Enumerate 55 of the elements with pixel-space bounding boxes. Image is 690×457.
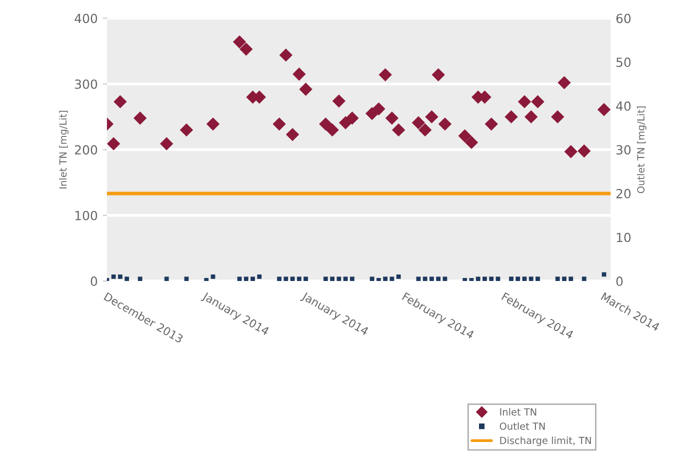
point	[180, 123, 194, 137]
point	[464, 136, 478, 150]
point	[272, 117, 286, 131]
point	[597, 103, 611, 116]
point	[412, 116, 426, 130]
point	[106, 137, 120, 150]
y-axis-title: Inlet TN [mg/Lit]	[59, 110, 69, 188]
point	[385, 112, 399, 125]
point	[240, 42, 253, 56]
point	[319, 117, 332, 131]
y2-tick-label: 10	[616, 232, 631, 242]
y-tick-label: 200	[74, 145, 98, 155]
point	[438, 117, 452, 131]
point	[292, 68, 306, 81]
point	[484, 117, 498, 131]
y2-tick-label: 50	[616, 58, 631, 68]
point	[531, 95, 544, 108]
point	[134, 112, 147, 125]
point	[564, 145, 578, 158]
point	[392, 123, 406, 137]
point	[558, 76, 571, 90]
point	[279, 48, 292, 62]
point	[286, 128, 300, 142]
y2-axis-title: Outlet TN [mg/Lit]	[636, 106, 646, 194]
point	[232, 35, 246, 49]
legend-label: Outlet TN	[500, 422, 545, 430]
point	[425, 110, 438, 124]
legend-label: Inlet TN	[500, 408, 536, 416]
point	[518, 95, 532, 108]
point	[206, 117, 220, 131]
point	[458, 129, 472, 142]
point	[504, 110, 518, 124]
y2-tick-label: 20	[616, 188, 631, 198]
point	[551, 110, 564, 124]
y-tick-label: 300	[75, 79, 98, 89]
point	[418, 123, 432, 137]
point	[114, 95, 127, 108]
y2-tick-label: 40	[616, 101, 631, 111]
y2-tick-label: 0	[616, 276, 623, 286]
point	[346, 112, 359, 125]
y-tick-label: 100	[75, 210, 98, 220]
point	[524, 110, 538, 124]
point	[326, 123, 339, 137]
y-tick-label: 400	[74, 14, 98, 24]
point	[578, 144, 591, 158]
point	[160, 137, 174, 150]
y2-tick-label: 30	[616, 145, 631, 155]
y-tick-label: 0	[90, 276, 98, 286]
legend-label: Discharge limit, TN	[500, 436, 591, 446]
point	[378, 68, 392, 82]
point	[372, 102, 386, 116]
y2-tick-label: 60	[616, 14, 631, 24]
point	[332, 94, 346, 108]
point	[299, 82, 312, 96]
point	[432, 68, 445, 82]
